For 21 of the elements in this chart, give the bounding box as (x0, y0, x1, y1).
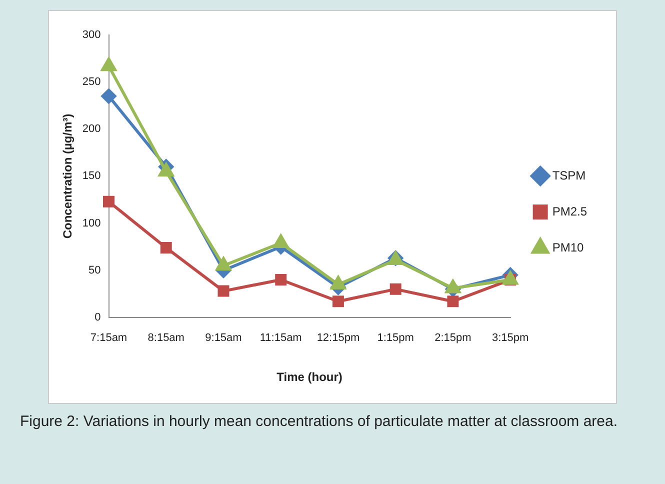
x-tick-label: 12:15pm (316, 332, 360, 344)
x-tick-label: 3:15pm (492, 332, 529, 344)
caption: Figure 2: Variations in hourly mean concentrations of particulate matter at classroom area. (20, 412, 619, 432)
x-tick-label: 8:15am (148, 332, 184, 344)
x-tick-label: 7:15am (90, 332, 128, 344)
x-tick-label: 2:15pm (434, 332, 472, 344)
x-tick-label: 1:15pm (377, 332, 414, 344)
x-tick-label: 9:15am (205, 332, 242, 344)
y-tick-label: 300 (82, 29, 101, 42)
y-tick-label: 50 (88, 264, 101, 276)
legend-label: PM10 (552, 240, 584, 254)
y-tick-label: 150 (82, 170, 101, 182)
y-tick-label: 250 (82, 76, 101, 88)
legend-label: PM2.5 (552, 204, 588, 218)
y-tick-label: 100 (82, 217, 101, 230)
y-tick-label: 0 (94, 311, 101, 324)
y-tick-label: 200 (82, 123, 101, 136)
x-tick-label: 11:15am (260, 332, 302, 344)
x-axis-title: Time (hour) (276, 370, 342, 384)
y-axis-title: Concentration (µg/m³) (60, 114, 75, 239)
legend-label: TSPM (552, 168, 586, 182)
